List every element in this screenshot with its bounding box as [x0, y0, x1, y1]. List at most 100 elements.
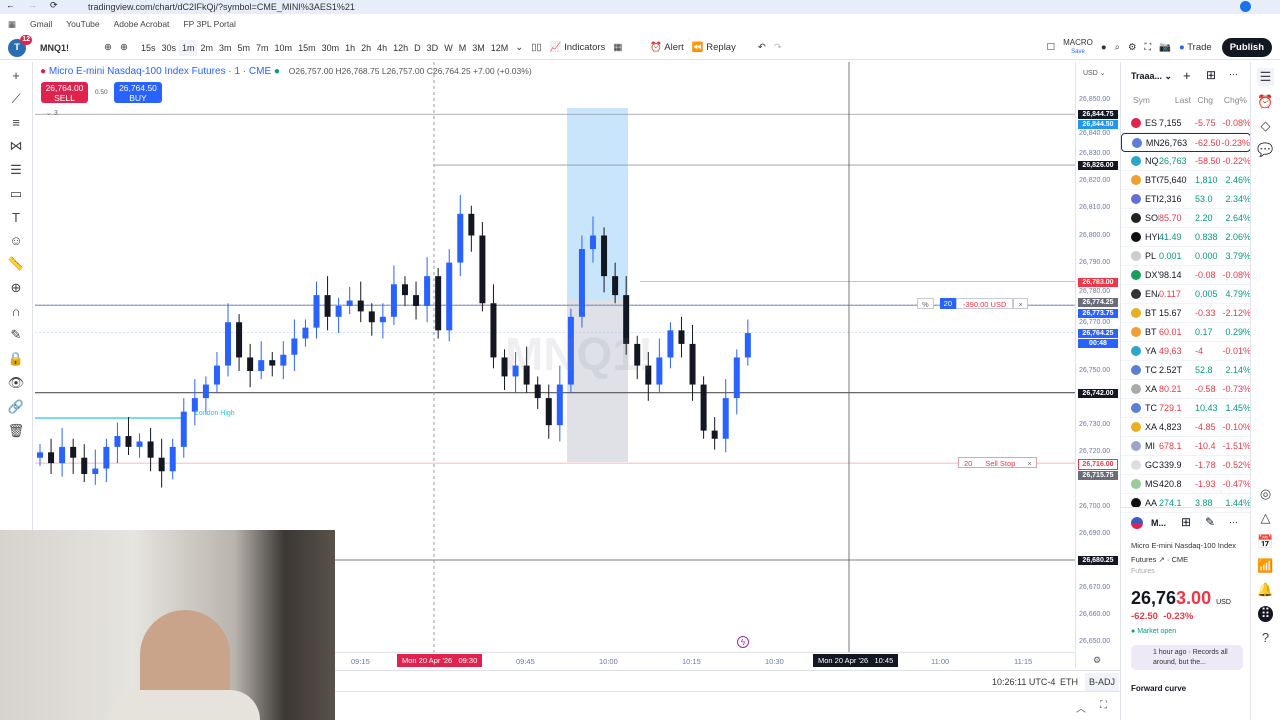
magnet-icon[interactable]: ∩ — [11, 304, 21, 319]
position-line-widget[interactable]: % 20 -390.00 USD × — [917, 298, 1028, 309]
profile-icon[interactable] — [1240, 1, 1251, 12]
timeframe-2h[interactable]: 2h — [361, 42, 372, 53]
news-card[interactable]: 1 hour ago · Records all around, but the… — [1131, 645, 1243, 670]
fib-icon[interactable]: ☰ — [10, 162, 22, 177]
edit-icon[interactable]: ✎ — [1205, 515, 1216, 529]
timeframe-10m[interactable]: 10m — [274, 42, 293, 53]
fullscreen-icon[interactable]: ⛶ — [1144, 42, 1152, 53]
watchlist-row[interactable]: XA 80.21 -0.58 -0.73% — [1121, 380, 1251, 399]
calendar-icon[interactable]: 📅 — [1257, 534, 1274, 549]
watchlist-row[interactable]: BT 60.01 0.17 0.29% — [1121, 323, 1251, 342]
horizontal-lines-icon[interactable]: ≡ — [12, 115, 20, 130]
col-last[interactable]: Last — [1174, 95, 1191, 105]
cancel-order-button[interactable]: × — [1027, 459, 1032, 468]
layers-icon[interactable]: ◇ — [1260, 118, 1271, 133]
emoji-icon[interactable]: ☺ — [9, 233, 23, 248]
ideas-icon[interactable]: △ — [1260, 510, 1271, 525]
pattern-icon[interactable]: ⋈ — [9, 138, 23, 153]
watchlist-row[interactable]: ES 7,155 -5.75 -0.08% — [1121, 114, 1251, 133]
draw-mode-icon[interactable]: ✎ — [10, 327, 22, 342]
compare-icon[interactable]: ⊕ — [104, 42, 112, 53]
link-icon[interactable]: 🔗 — [7, 399, 25, 414]
time-axis[interactable]: 09:15 09:45 10:00 10:15 10:30 11:00 11:15 Mon 2… — [335, 652, 1075, 668]
grid-icon[interactable]: ⊞ — [1181, 515, 1192, 529]
zoom-icon[interactable]: ⊕ — [10, 280, 22, 295]
symbol-search[interactable]: MNQ1! — [40, 42, 69, 53]
forward-curve[interactable]: Forward curve — [1131, 684, 1187, 693]
timeframe-M[interactable]: M — [458, 42, 467, 53]
avatar[interactable]: T 12 — [8, 34, 32, 57]
forward-icon[interactable]: → — [28, 0, 37, 10]
chevron-down-icon[interactable]: ⌄ — [515, 42, 524, 53]
target-icon[interactable]: ◎ — [1259, 486, 1272, 501]
apps-icon[interactable]: ▦ — [8, 18, 17, 29]
watchlist-row[interactable]: ETH2,316 53.0 2.34% — [1121, 190, 1251, 209]
indicators-button[interactable]: 📈 Indicators — [549, 42, 606, 53]
layout-menu[interactable]: MACRO Save — [1059, 39, 1097, 56]
chart-pane[interactable]: MNQ1! London High % 20 -390.00 USD × 20 … — [35, 62, 1075, 652]
watchlist-row[interactable]: TC 2.52T 52.8 2.14% — [1121, 361, 1251, 380]
reload-icon[interactable]: ⟳ — [50, 0, 58, 10]
bookmark-gmail[interactable]: Gmail — [30, 19, 53, 29]
timeframe-5m[interactable]: 5m — [237, 42, 251, 53]
watchlist-row[interactable]: AA 274.1 3.88 1.44% — [1121, 494, 1251, 513]
session-toggle[interactable]: ETH — [1060, 677, 1078, 687]
rectangle-icon[interactable]: ▭ — [9, 186, 23, 201]
ruler-icon[interactable]: 📏 — [7, 256, 25, 271]
currency-select[interactable]: USD ⌄ — [1083, 70, 1106, 77]
more-icon[interactable]: ⋯ — [1229, 517, 1238, 527]
col-chgpct[interactable]: Chg% — [1223, 95, 1247, 105]
buy-button[interactable]: 26,764.50 BUY — [114, 82, 162, 103]
watchlist-row[interactable]: MS 420.8 -1.93 -0.47% — [1121, 475, 1251, 494]
alarm-clock-icon[interactable]: ⏰ — [1257, 94, 1274, 109]
price-axis[interactable]: USD ⌄ 26,850.00 26,840.00 26,830.00 26,820.… — [1075, 62, 1120, 668]
watchlist-name[interactable]: Traaa... ⌄ — [1131, 71, 1173, 81]
candle-type-icon[interactable]: ▯▯ — [531, 42, 542, 53]
timeframe-30s[interactable]: 30s — [161, 42, 176, 53]
watchlist-row[interactable]: SOL85.70 2.20 2.64% — [1121, 209, 1251, 228]
timeframe-3M[interactable]: 3M — [472, 42, 485, 53]
bookmark-youtube[interactable]: YouTube — [66, 19, 100, 29]
indicators-collapsed-count[interactable]: ⌄ 3 — [46, 110, 58, 117]
watchlist-row[interactable]: DXY98.14 -0.08 -0.08% — [1121, 266, 1251, 285]
lock-icon[interactable]: 🔒 — [7, 351, 25, 366]
instrument-name-2[interactable]: Futures — [1131, 555, 1157, 564]
timeframe-1h[interactable]: 1h — [345, 42, 356, 53]
col-chg[interactable]: Chg — [1197, 95, 1213, 105]
timeframe-2m[interactable]: 2m — [200, 42, 213, 53]
chart-canvas[interactable] — [35, 62, 1075, 652]
collapse-panel-icon[interactable]: ︿ — [1076, 704, 1086, 715]
camera-icon[interactable]: 📷 — [1159, 42, 1171, 53]
details-symbol[interactable]: M... — [1151, 518, 1166, 528]
watchlist-row[interactable]: ENA0.117 0.005 4.79% — [1121, 285, 1251, 304]
adjustment-toggle[interactable]: B-ADJ — [1085, 673, 1120, 691]
bookmark-adobe[interactable]: Adobe Acrobat — [113, 19, 170, 29]
timeframe-3D[interactable]: 3D — [426, 42, 439, 53]
watchlist-row[interactable]: XA 4,823 -4.85 -0.10% — [1121, 418, 1251, 437]
eye-icon[interactable]: 👁 — [7, 375, 25, 390]
address-bar[interactable]: tradingview.com/chart/dC2IFkQj/?symbol=C… — [88, 2, 355, 12]
trendline-icon[interactable]: ⟋ — [11, 91, 21, 106]
checkbox-icon[interactable]: ☐ — [1046, 42, 1056, 53]
close-position-button[interactable]: × — [1013, 298, 1028, 309]
timeframe-D[interactable]: D — [414, 42, 421, 53]
timeframe-7m[interactable]: 7m — [256, 42, 269, 53]
timeframe-15s[interactable]: 15s — [140, 42, 156, 53]
alert-button[interactable]: ⏰ Alert — [650, 42, 684, 53]
watchlist-row[interactable]: PL 0.001 0.000 3.79% — [1121, 247, 1251, 266]
watchlist-row[interactable]: BT 15.67 -0.33 -2.12% — [1121, 304, 1251, 323]
position-percent[interactable]: % — [917, 298, 934, 309]
back-icon[interactable]: ← — [6, 0, 15, 10]
sell-stop-order-widget[interactable]: 20 Sell Stop × — [958, 457, 1037, 468]
timeframe-1m[interactable]: 1m — [178, 39, 198, 56]
watchlist-row[interactable]: MI 678.1 -10.4 -1.51% — [1121, 437, 1251, 456]
timeframe-30m[interactable]: 30m — [321, 42, 340, 53]
watchlist-row[interactable]: BTC75,640 1,810 2.46% — [1121, 171, 1251, 190]
watchlist-row[interactable]: TC 729.1 10.43 1.45% — [1121, 399, 1251, 418]
quick-search-icon[interactable]: ⌕ — [1114, 42, 1120, 53]
col-symbol[interactable]: Sym — [1133, 95, 1150, 105]
replay-button[interactable]: ⏪ Replay — [691, 42, 736, 53]
maximize-panel-icon[interactable]: ⛶ — [1100, 700, 1107, 711]
bookmark-portal[interactable]: FP 3PL Portal — [183, 19, 236, 29]
timeframe-12M[interactable]: 12M — [490, 42, 509, 53]
